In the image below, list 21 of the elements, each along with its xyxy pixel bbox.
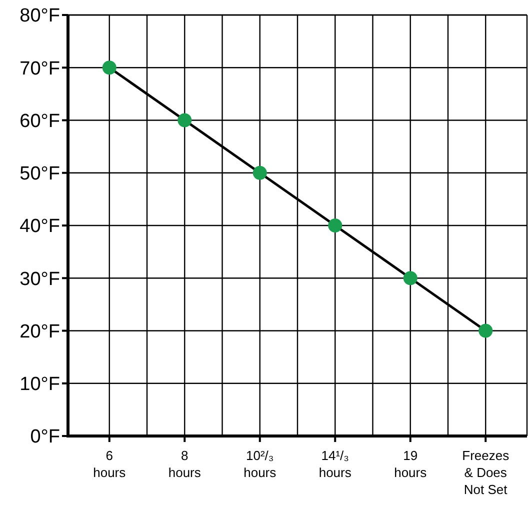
point: [478, 324, 493, 338]
x-tick-label: 14¹/₃ hours: [318, 448, 352, 480]
point: [102, 60, 116, 75]
point: [328, 218, 342, 232]
point: [252, 166, 267, 180]
y-tick-label: 0°F: [30, 426, 60, 448]
x-tick-label: 19 hours: [394, 448, 428, 480]
x-tick-label: 10²/₃ hours: [244, 448, 277, 480]
y-tick-label: 40°F: [20, 216, 60, 238]
x-tick-label: 6 hours: [93, 448, 126, 480]
point: [403, 271, 418, 286]
y-tick-label: 20°F: [20, 321, 60, 342]
y-tick-label: 30°F: [20, 268, 60, 290]
y-tick-label: 10°F: [20, 374, 60, 396]
x-tick-label: 8 hours: [168, 448, 202, 480]
y-tick-label: 60°F: [20, 110, 60, 132]
y-tick-label: 50°F: [20, 164, 60, 185]
point: [178, 113, 192, 128]
y-tick-label: 70°F: [20, 58, 60, 80]
x-tick-label: Freezes & Does Not Set: [462, 448, 510, 497]
y-tick-label: 80°F: [20, 6, 60, 27]
